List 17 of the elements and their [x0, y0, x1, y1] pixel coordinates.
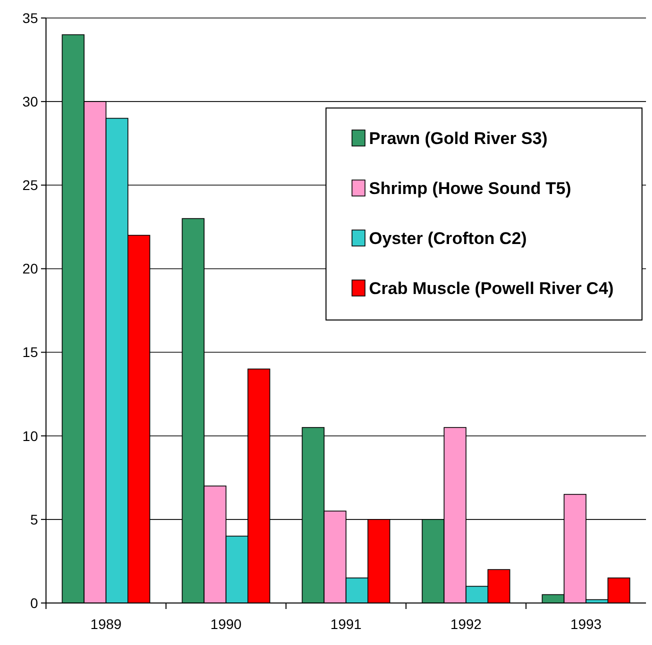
- legend-label: Prawn (Gold River S3): [369, 128, 548, 148]
- y-tick-label: 25: [22, 177, 38, 194]
- legend-label: Shrimp (Howe Sound T5): [369, 178, 572, 198]
- y-tick-label: 15: [22, 344, 38, 360]
- y-tick-label: 10: [22, 428, 38, 444]
- x-tick-label: 1993: [570, 616, 602, 632]
- y-tick-label: 20: [22, 260, 38, 277]
- x-tick-label: 1989: [90, 616, 122, 632]
- y-tick-label: 0: [30, 594, 38, 611]
- x-tick-label: 1992: [450, 616, 482, 632]
- x-tick-label: 1990: [210, 616, 242, 632]
- x-tick-label: 1991: [330, 616, 362, 632]
- y-tick-label: 35: [22, 10, 38, 26]
- y-tick-label: 5: [30, 511, 38, 528]
- legend-label: Oyster (Crofton C2): [369, 228, 527, 248]
- legend-label: Crab Muscle (Powell River C4): [369, 278, 614, 298]
- y-tick-label: 30: [22, 93, 38, 110]
